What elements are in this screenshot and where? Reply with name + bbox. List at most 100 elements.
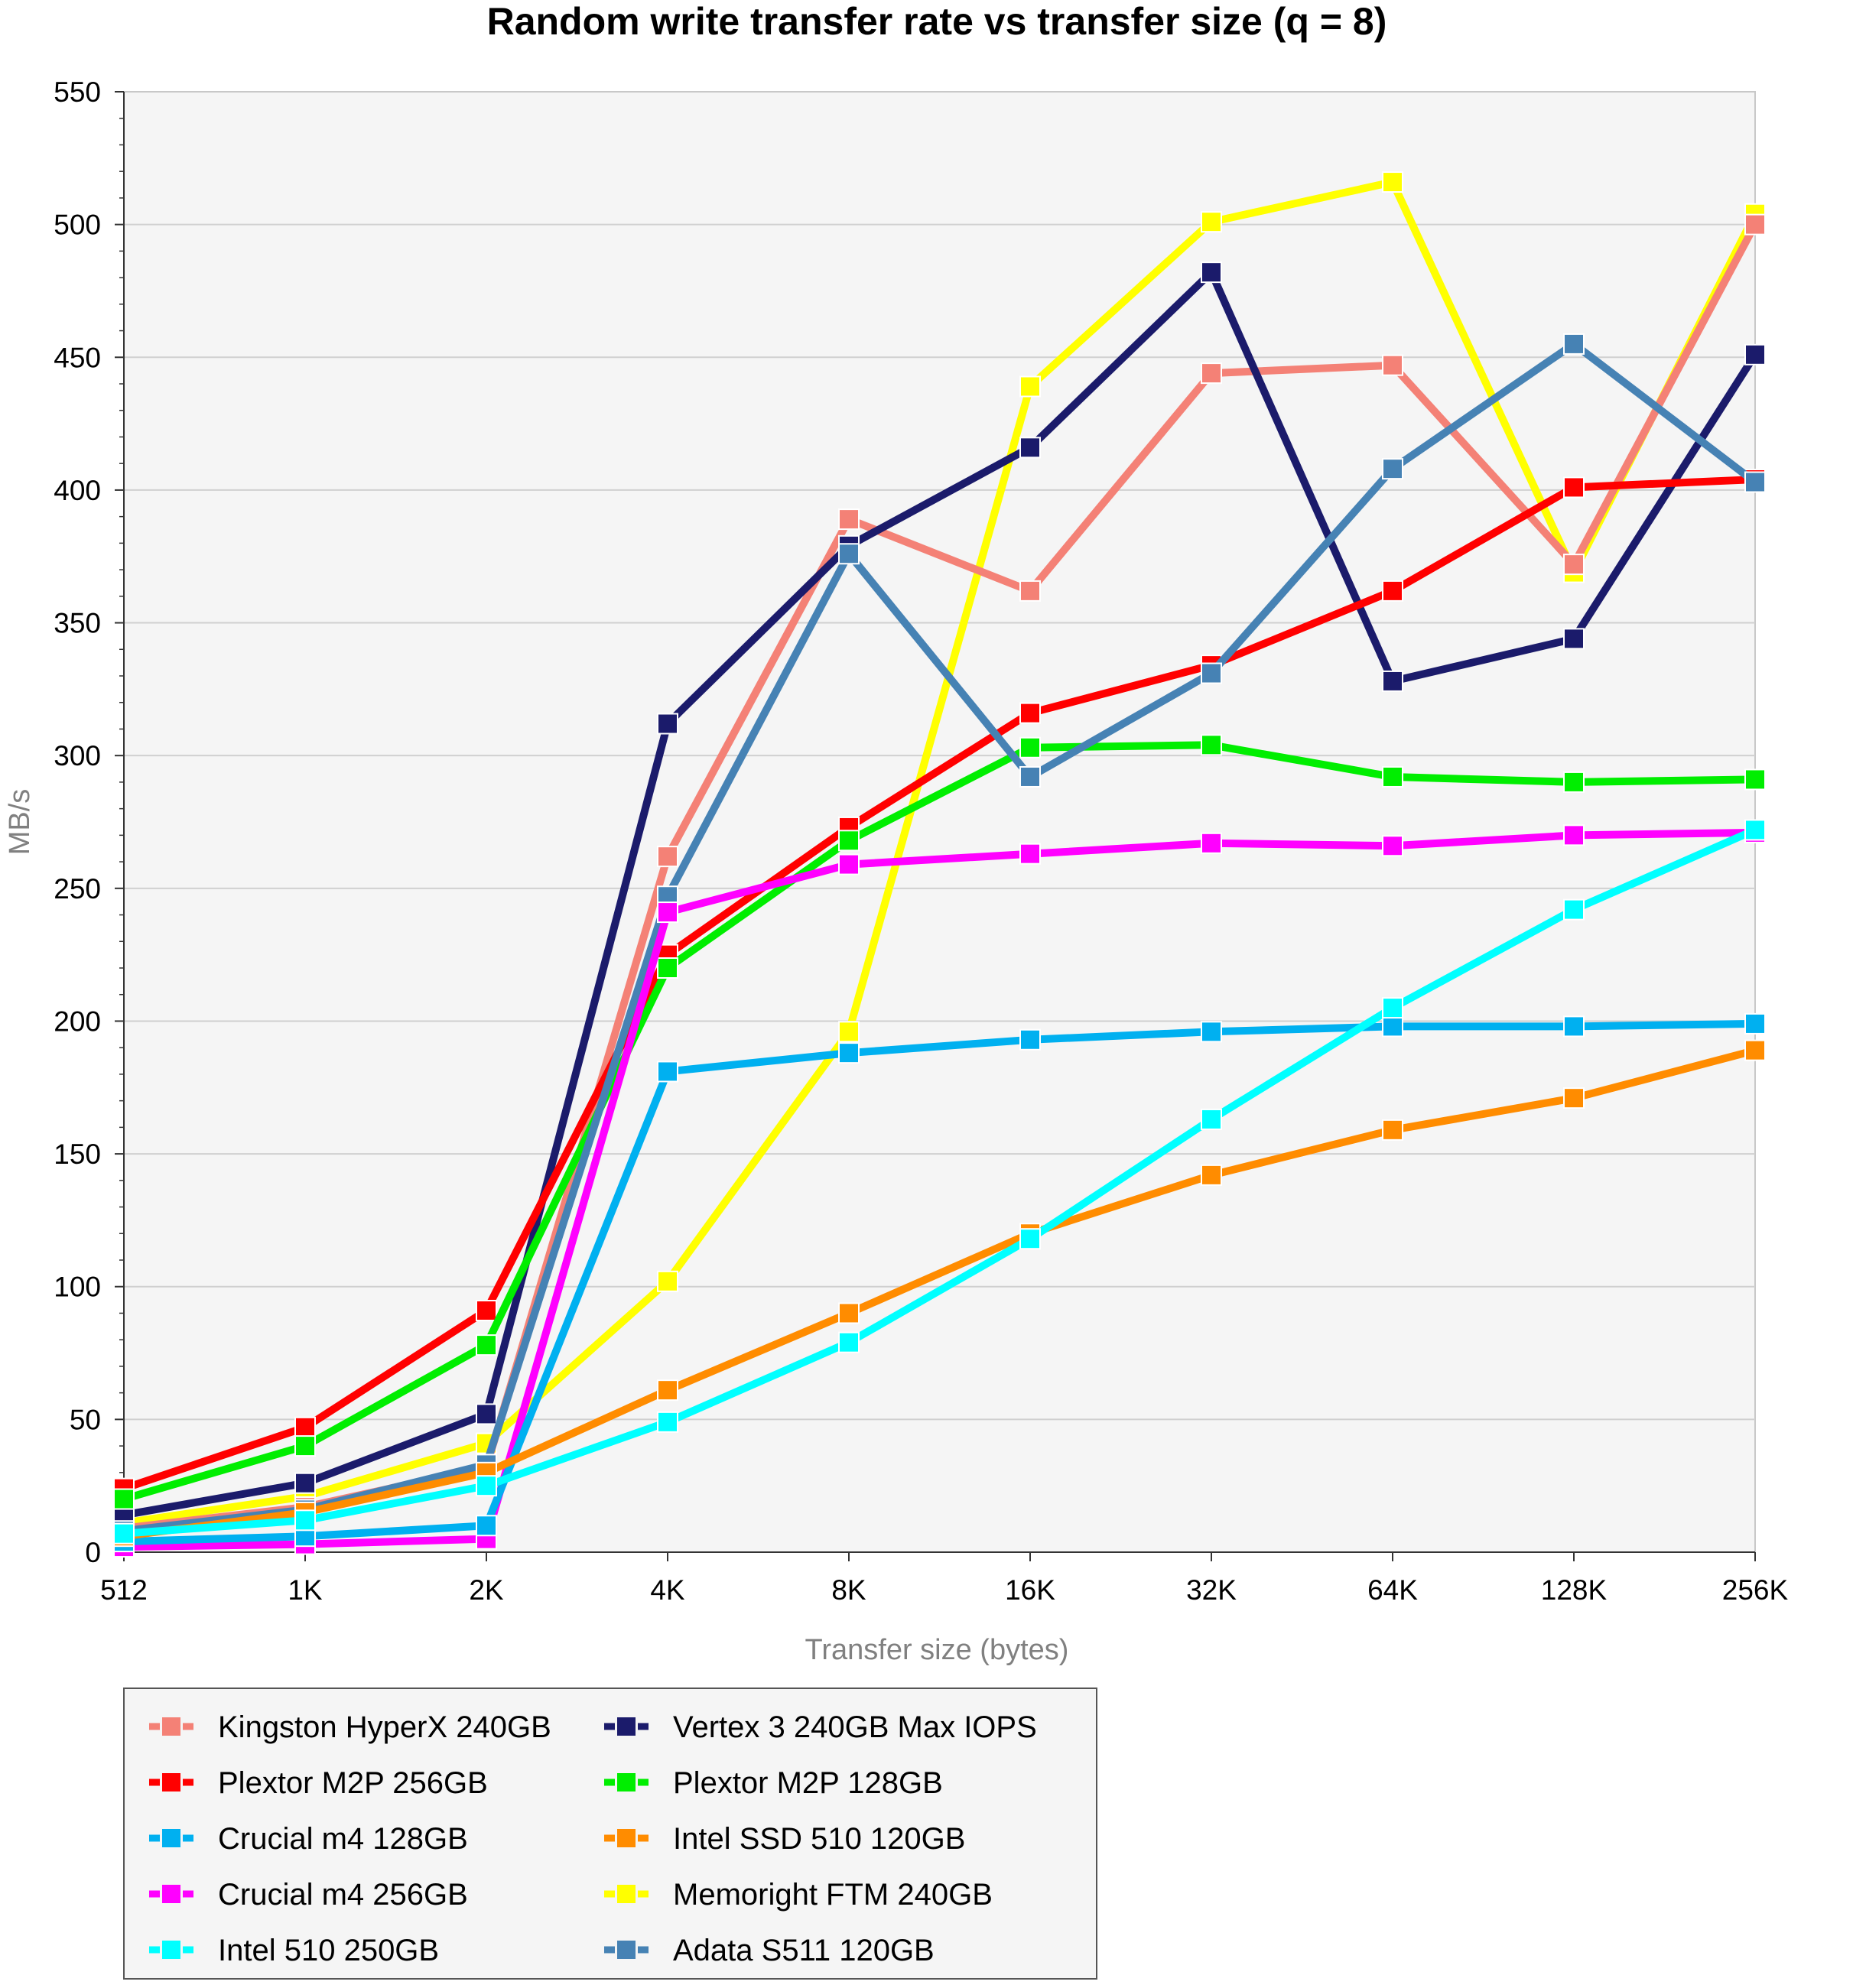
grid-lines — [124, 223, 1755, 1421]
legend-item: Adata S511 120GB — [604, 1934, 935, 1967]
legend-swatch-marker — [617, 1773, 636, 1791]
data-point — [1563, 1087, 1585, 1109]
data-point — [1382, 670, 1403, 692]
data-point — [1201, 1164, 1222, 1186]
x-tick-label: 1K — [288, 1574, 323, 1606]
data-point — [838, 853, 860, 875]
x-axis-title: Transfer size (bytes) — [805, 1634, 1069, 1666]
legend-label: Crucial m4 256GB — [218, 1878, 468, 1912]
legend-label: Kingston HyperX 240GB — [218, 1710, 551, 1744]
data-point — [1019, 375, 1041, 398]
y-tick-label: 450 — [54, 342, 101, 373]
plot-area — [123, 91, 1756, 1553]
y-tick-label: 500 — [54, 210, 101, 241]
legend-item: Intel 510 250GB — [149, 1934, 439, 1967]
data-point — [838, 830, 860, 852]
data-point — [1382, 1119, 1403, 1141]
legend-label: Memoright FTM 240GB — [673, 1878, 993, 1912]
data-point — [1201, 261, 1222, 284]
data-point — [1563, 554, 1585, 576]
data-point — [657, 713, 678, 735]
data-point — [1019, 702, 1041, 724]
data-point — [1201, 1021, 1222, 1043]
legend-item: Intel SSD 510 120GB — [604, 1822, 965, 1856]
legend-swatch-marker — [617, 1717, 636, 1736]
data-point — [838, 508, 860, 531]
data-point — [476, 1515, 497, 1537]
data-point — [1382, 458, 1403, 480]
x-tick-label: 2K — [469, 1574, 504, 1606]
y-axis-title: MB/s — [4, 789, 36, 856]
legend-item: Plextor M2P 128GB — [604, 1766, 943, 1800]
data-point — [657, 1411, 678, 1433]
data-point — [1019, 437, 1041, 459]
data-point — [1382, 171, 1403, 193]
legend: Kingston HyperX 240GB Vertex 3 240GB Max … — [123, 1688, 1097, 1980]
data-point — [113, 1488, 135, 1510]
data-point — [838, 1021, 860, 1043]
data-point — [1563, 476, 1585, 499]
chart-title: Random write transfer rate vs transfer s… — [487, 0, 1387, 43]
x-tick-label: 16K — [1005, 1574, 1055, 1606]
y-tick-label: 200 — [54, 1005, 101, 1037]
data-point — [1201, 1108, 1222, 1130]
data-point — [1019, 580, 1041, 602]
legend-label: Intel 510 250GB — [218, 1934, 439, 1967]
data-point — [1019, 1028, 1041, 1051]
legend-label: Plextor M2P 128GB — [673, 1766, 943, 1800]
series-crucial-m4-128gb — [113, 1012, 1766, 1553]
data-point — [1201, 734, 1222, 756]
legend-label: Adata S511 120GB — [673, 1934, 935, 1967]
series-line — [120, 1046, 1759, 1541]
data-point — [1201, 362, 1222, 385]
data-point — [657, 957, 678, 979]
data-point — [1019, 1228, 1041, 1250]
data-point — [1382, 765, 1403, 788]
data-point — [113, 1522, 135, 1545]
legend-swatch-marker — [162, 1717, 180, 1736]
data-point — [476, 1299, 497, 1321]
data-point — [1744, 343, 1766, 365]
y-tick-label: 100 — [54, 1272, 101, 1303]
series-intel-510-250gb — [113, 819, 1766, 1545]
legend-item: Vertex 3 240GB Max IOPS — [604, 1710, 1037, 1744]
data-point — [1201, 662, 1222, 684]
series-line — [120, 268, 1759, 1519]
x-tick-label: 512 — [100, 1574, 148, 1606]
data-point — [657, 901, 678, 924]
y-tick-label: 350 — [54, 608, 101, 639]
data-point — [838, 1331, 860, 1353]
series-lines — [113, 171, 1766, 1558]
data-point — [1563, 1015, 1585, 1038]
data-point — [1744, 471, 1766, 493]
y-tick-label: 400 — [54, 475, 101, 506]
data-point — [657, 1061, 678, 1083]
y-tick-label: 250 — [54, 873, 101, 905]
y-tick-label: 50 — [70, 1404, 101, 1435]
data-point — [294, 1435, 316, 1457]
data-point — [1201, 211, 1222, 233]
series-plextor-m2p-128gb — [113, 734, 1766, 1510]
data-point — [294, 1472, 316, 1494]
data-point — [838, 1302, 860, 1324]
data-point — [476, 1334, 497, 1356]
legend-swatch-marker — [162, 1941, 180, 1959]
data-point — [838, 543, 860, 565]
x-tick-label: 4K — [650, 1574, 685, 1606]
legend-box — [123, 1688, 1097, 1980]
legend-item: Crucial m4 256GB — [149, 1878, 468, 1912]
series-line — [120, 1019, 1759, 1546]
data-point — [294, 1509, 316, 1532]
x-tick-label: 256K — [1722, 1574, 1789, 1606]
data-point — [1563, 628, 1585, 650]
legend-item: Plextor M2P 256GB — [149, 1766, 488, 1800]
legend-label: Vertex 3 240GB Max IOPS — [673, 1710, 1037, 1744]
data-point — [1019, 843, 1041, 865]
legend-label: Crucial m4 128GB — [218, 1822, 468, 1856]
data-point — [657, 1270, 678, 1292]
legend-item: Kingston HyperX 240GB — [149, 1710, 551, 1744]
y-tick-label: 0 — [85, 1537, 101, 1568]
series-line — [120, 741, 1759, 1503]
series-line — [120, 828, 1759, 1551]
